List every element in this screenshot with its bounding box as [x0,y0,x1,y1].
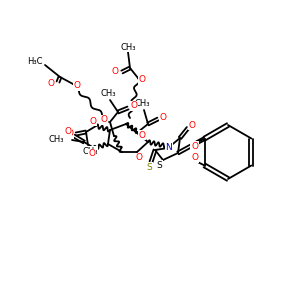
Text: O: O [136,154,142,163]
Text: O: O [130,101,137,110]
Text: CH₃: CH₃ [49,136,64,145]
Text: O: O [112,68,118,76]
Text: O: O [191,153,198,162]
Text: O: O [67,130,73,139]
Text: O: O [100,116,107,124]
Text: O: O [139,130,145,140]
Text: CH₃: CH₃ [134,100,150,109]
Text: S: S [146,163,152,172]
Text: O: O [89,116,97,125]
Text: O: O [191,142,198,151]
Text: CH₃: CH₃ [120,43,136,52]
Text: N: N [166,142,172,152]
Text: O: O [188,121,196,130]
Text: O: O [47,80,55,88]
Text: O: O [74,82,80,91]
Text: O: O [88,149,95,158]
Text: O: O [139,76,145,85]
Text: CH₃: CH₃ [100,88,116,98]
Text: S: S [156,160,162,169]
Text: O: O [160,112,167,122]
Text: O: O [64,128,71,136]
Text: CH₃: CH₃ [82,146,98,155]
Text: H₃C: H₃C [28,58,43,67]
